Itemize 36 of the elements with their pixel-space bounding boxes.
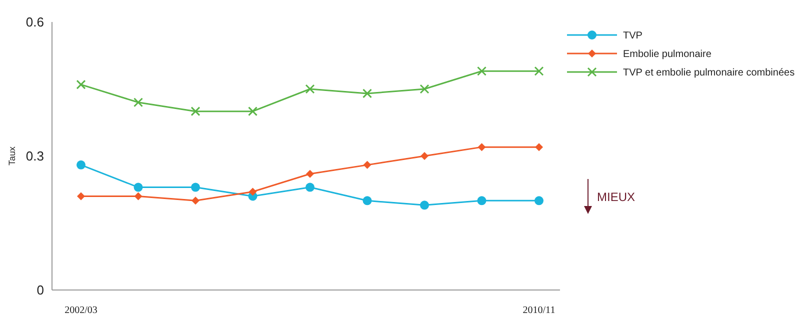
legend-label: TVP — [623, 30, 643, 42]
point — [305, 84, 315, 94]
legend-label: Embolie pulmonaire — [623, 49, 712, 60]
point — [363, 160, 372, 169]
point — [248, 188, 257, 196]
point — [477, 196, 486, 206]
point — [190, 106, 200, 116]
point — [134, 182, 143, 192]
point — [420, 84, 430, 94]
point — [477, 66, 486, 76]
point — [306, 182, 314, 192]
point — [248, 106, 258, 116]
point — [420, 152, 428, 160]
point — [478, 143, 486, 152]
legend-label: TVP et embolie pulmonaire combinées — [623, 68, 795, 78]
point — [420, 200, 429, 210]
y-tick-label: 0 — [36, 282, 44, 298]
point — [306, 170, 314, 178]
point — [77, 192, 85, 200]
y-tick-label: 0.3 — [26, 148, 44, 164]
point — [535, 143, 543, 152]
point — [534, 196, 544, 206]
point — [76, 80, 86, 90]
y-tick-label: 0.6 — [26, 14, 44, 30]
point — [534, 66, 544, 76]
point — [362, 196, 372, 206]
x-tick-label: 2002/03 — [64, 305, 98, 316]
point — [191, 182, 200, 192]
point — [76, 160, 86, 170]
point — [192, 196, 200, 205]
point — [134, 98, 143, 108]
point — [362, 88, 372, 98]
text: MIEUX — [597, 190, 636, 204]
point — [134, 192, 142, 200]
x-tick-label: 2010/11 — [522, 305, 556, 316]
y-axis-title: Taux — [7, 146, 17, 166]
